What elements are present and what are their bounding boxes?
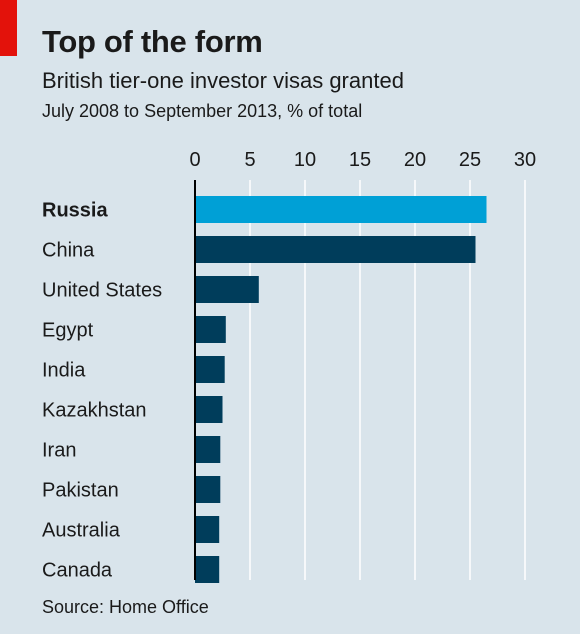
category-label: Iran (42, 440, 76, 462)
category-label: Pakistan (42, 480, 119, 502)
brand-accent-bar (0, 0, 17, 56)
bar (195, 436, 221, 463)
bar (195, 396, 223, 423)
bar (195, 316, 226, 343)
chart-subtitle: British tier-one investor visas granted (42, 68, 404, 93)
bar (195, 516, 220, 543)
x-tick-label: 5 (244, 149, 255, 171)
category-label: United States (42, 280, 162, 302)
bar (195, 476, 221, 503)
bar (195, 236, 476, 263)
x-tick-label: 0 (189, 149, 200, 171)
category-label: Kazakhstan (42, 400, 147, 422)
x-tick-label: 15 (349, 149, 371, 171)
chart-unit-note: July 2008 to September 2013, % of total (42, 101, 363, 121)
x-tick-label: 10 (294, 149, 316, 171)
category-label: Canada (42, 560, 113, 582)
category-label: India (42, 360, 86, 382)
category-label: Australia (42, 520, 121, 542)
chart-title: Top of the form (42, 24, 263, 59)
source-note: Source: Home Office (42, 597, 209, 617)
bar (195, 276, 259, 303)
x-tick-label: 25 (459, 149, 481, 171)
bar (195, 196, 487, 223)
bar (195, 356, 225, 383)
bar-chart: 0 5 10 15 20 25 30 Russia China United States Egyp… (42, 149, 536, 583)
x-tick-label: 20 (404, 149, 426, 171)
category-label: China (42, 240, 95, 262)
category-label: Russia (42, 200, 108, 222)
bar (195, 556, 220, 583)
x-tick-label: 30 (514, 149, 536, 171)
category-label: Egypt (42, 320, 94, 342)
